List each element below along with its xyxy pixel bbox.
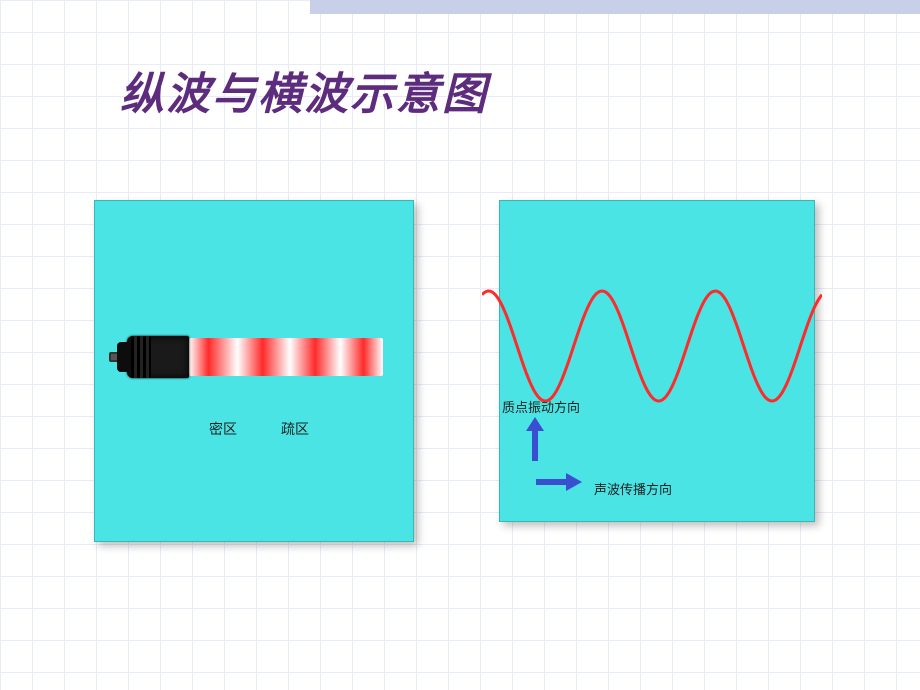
longitudinal-wave-graphic xyxy=(109,336,383,378)
propagation-direction-label: 声波传播方向 xyxy=(594,479,672,498)
transverse-panel: 质点振动方向 声波传播方向 xyxy=(499,200,815,522)
top-banner xyxy=(310,0,920,14)
diagram-container: 密区 疏区 质点振动方向 声波传播方向 xyxy=(94,200,815,542)
arrow-up-icon xyxy=(524,417,546,461)
longitudinal-panel: 密区 疏区 xyxy=(94,200,414,542)
sine-wave-path xyxy=(482,291,822,401)
sparse-region-label: 疏区 xyxy=(281,419,309,439)
compression-wave-bar xyxy=(189,338,383,376)
vibration-direction-label: 质点振动方向 xyxy=(502,397,580,416)
longitudinal-labels: 密区 疏区 xyxy=(209,419,309,439)
page-title: 纵波与横波示意图 xyxy=(120,58,488,122)
emitter-body xyxy=(127,336,189,378)
arrow-right-icon xyxy=(536,471,582,493)
dense-region-label: 密区 xyxy=(209,419,237,439)
